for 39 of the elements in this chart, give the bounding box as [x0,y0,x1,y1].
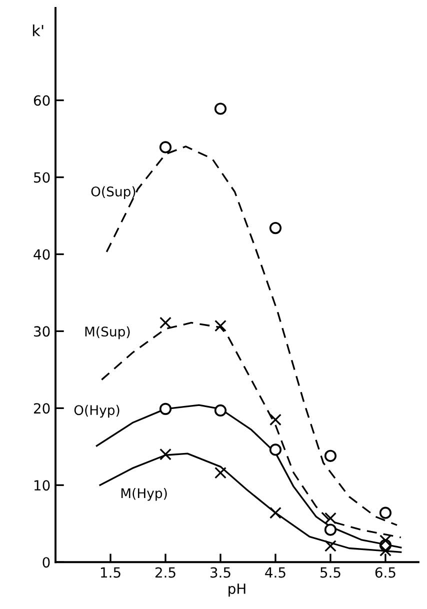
point [269,444,282,456]
y-tick-label: 20 [34,403,50,414]
point [214,102,227,115]
y-tick-label: 60 [34,95,50,106]
series-label: O(Sup) [91,186,136,200]
series-label: M(Sup) [85,326,130,340]
line-series [99,452,402,553]
y-tick-label: 30 [34,326,50,337]
point [159,141,172,154]
point [269,506,282,519]
x-tick-label: 6.5 [375,567,396,578]
point [324,524,337,536]
y-tick-label: 0 [42,557,50,568]
point [324,540,336,552]
x-tick-label: 2.5 [155,567,176,578]
x-tick-label: 5.5 [320,567,340,578]
x-tick-label: 1.5 [100,567,120,578]
point [159,402,172,415]
point [160,448,172,460]
point [214,404,227,417]
point [214,320,226,332]
x-tick-label: 4.5 [265,567,286,578]
point [379,534,392,547]
x-tick-label: 3.5 [210,567,230,578]
point [379,506,392,519]
y-tick-label: 40 [34,249,50,260]
y-tick-label: 10 [34,480,50,491]
point [269,414,282,426]
series-label: O(Hyp) [74,404,120,418]
point [324,450,337,462]
y-tick-label: 50 [34,172,50,183]
point [269,222,282,234]
point [214,466,226,479]
point [324,512,336,524]
point [160,316,172,329]
point [379,544,392,557]
y-axis-title: k' [32,24,44,36]
x-axis-title: pH [228,584,246,597]
series-label: M(Hyp) [121,488,167,501]
